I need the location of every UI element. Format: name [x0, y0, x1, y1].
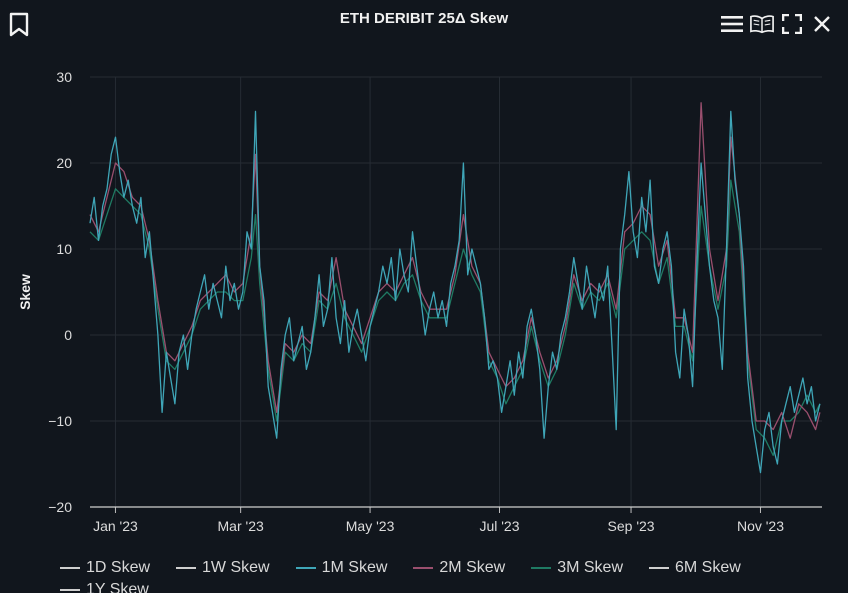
legend-swatch: [295, 567, 316, 569]
chart-title: ETH DERIBIT 25Δ Skew: [339, 10, 509, 27]
y-tick-label: 30: [56, 69, 72, 85]
legend-label: 1M Skew: [321, 559, 388, 576]
legend-item-1y-skew[interactable]: 1Y Skew: [60, 580, 149, 593]
x-tick-label: Jul '23: [479, 518, 519, 534]
y-tick-label: −10: [48, 413, 72, 429]
y-axis-label: Skew: [17, 274, 33, 310]
legend-label: 6M Skew: [675, 559, 741, 576]
y-tick-label: 10: [56, 241, 72, 257]
legend-swatch: [60, 589, 80, 591]
y-tick-label: 0: [64, 327, 72, 343]
x-tick-label: Mar '23: [218, 518, 264, 534]
y-tick-label: −20: [48, 499, 72, 515]
toolbar: [720, 12, 834, 36]
legend-item-1w-skew[interactable]: 1W Skew: [176, 558, 270, 578]
series-line-3m-skew: [89, 179, 821, 457]
bookmark-icon[interactable]: [8, 12, 30, 43]
legend-label: 1D Skew: [86, 559, 151, 576]
x-tick-label: May '23: [346, 518, 395, 534]
x-tick-label: Sep '23: [608, 518, 655, 534]
line-chart: −20 −10 0 10 20 30 Jan '23 Mar '23 May '23 Jul '2…: [17, 69, 822, 534]
legend-item-3m-skew[interactable]: 3M Skew: [531, 558, 623, 578]
menu-icon[interactable]: [720, 12, 744, 36]
close-icon[interactable]: [810, 12, 834, 36]
x-tick-label: Nov '23: [737, 518, 784, 534]
series-line-1m-skew: [89, 110, 821, 474]
legend-swatch: [60, 567, 80, 569]
legend-item-2m-skew[interactable]: 2M Skew: [413, 558, 505, 578]
legend-swatch: [413, 567, 434, 569]
legend-swatch: [531, 567, 552, 569]
legend-label: 1W Skew: [202, 559, 270, 576]
book-icon[interactable]: [750, 12, 774, 36]
legend-label: 1Y Skew: [86, 581, 149, 593]
legend-swatch: [176, 567, 197, 569]
chart-legend: 1D Skew 1W Skew 1M Skew 2M Skew 3M Skew 6M Sk…: [60, 558, 820, 593]
x-tick-label: Jan '23: [93, 518, 138, 534]
y-tick-label: 20: [56, 155, 72, 171]
legend-label: 2M Skew: [439, 559, 506, 576]
legend-swatch: [649, 567, 669, 569]
fullscreen-icon[interactable]: [780, 12, 804, 36]
legend-item-1d-skew[interactable]: 1D Skew: [60, 558, 150, 578]
legend-item-1m-skew[interactable]: 1M Skew: [295, 558, 388, 578]
legend-item-6m-skew[interactable]: 6M Skew: [649, 558, 741, 578]
legend-label: 3M Skew: [557, 559, 623, 576]
